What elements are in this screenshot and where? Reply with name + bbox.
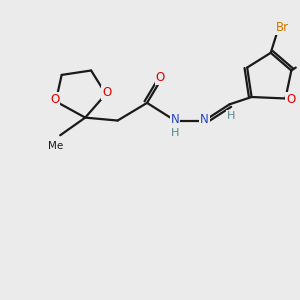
Text: O: O <box>50 93 59 106</box>
Text: H: H <box>171 128 179 138</box>
Text: O: O <box>102 86 111 99</box>
Text: Me: Me <box>48 141 63 151</box>
Text: O: O <box>286 93 296 106</box>
Text: O: O <box>156 71 165 84</box>
Text: Br: Br <box>276 21 289 34</box>
Text: H: H <box>227 111 235 121</box>
Text: N: N <box>200 112 209 126</box>
Text: N: N <box>171 112 179 126</box>
